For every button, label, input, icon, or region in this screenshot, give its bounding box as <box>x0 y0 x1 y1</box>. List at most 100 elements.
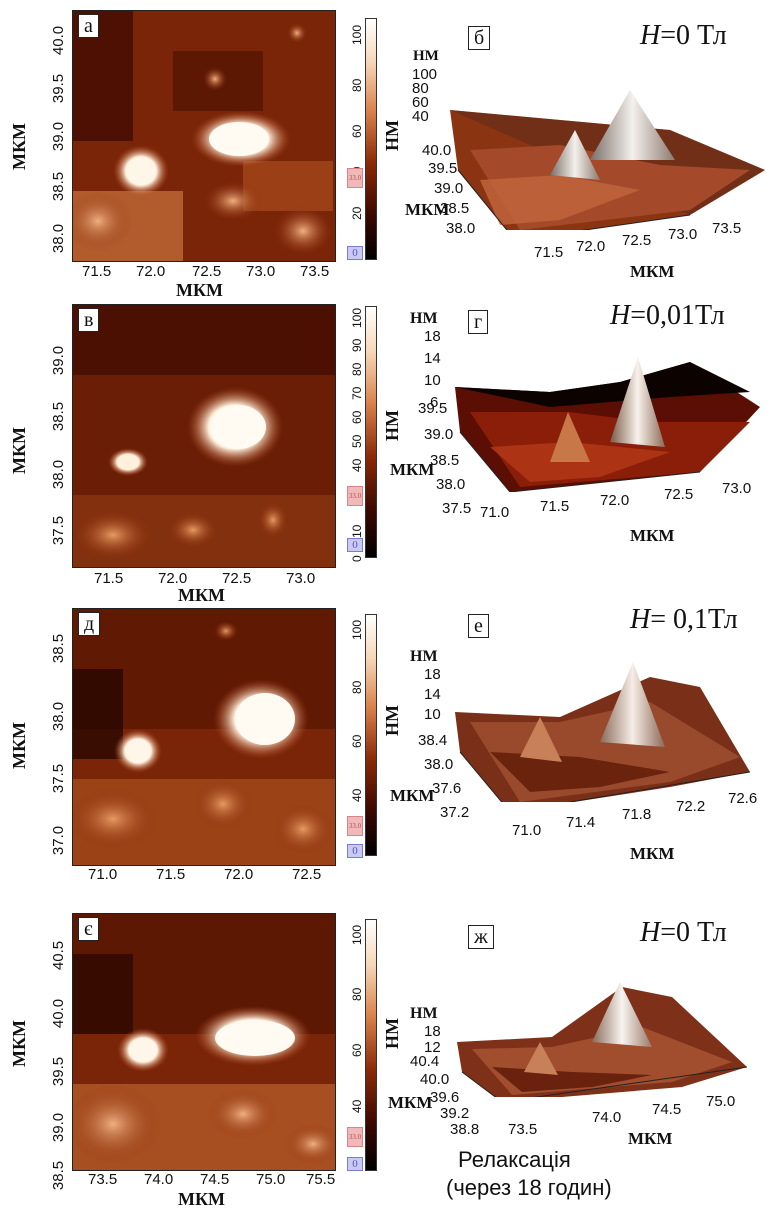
colorbar-ye-marker-upper: 33.0 <box>347 1127 363 1147</box>
colorbar-v-tick: 100 <box>350 308 364 328</box>
surf-zh-ztick: 18 <box>424 1023 441 1040</box>
colorbar-d-label: НМ <box>382 705 403 736</box>
surf-b-zlabel: НМ <box>413 48 439 65</box>
map-v-ytick: 38.0 <box>50 460 67 489</box>
surf-e-xtick: 72.2 <box>676 798 705 815</box>
relaxation-caption-time: (через 18 годин) <box>446 1175 612 1201</box>
map-a-ytick: 38.0 <box>50 224 67 253</box>
surf-zh-xlabel: МКМ <box>628 1129 672 1149</box>
map-d-ytick: 38.0 <box>50 702 67 731</box>
field-label-e: H= 0,1Тл <box>630 604 738 636</box>
surf-e-xtick: 71.0 <box>512 822 541 839</box>
surf-g-ztick: 10 <box>424 372 441 389</box>
colorbar-d <box>365 614 377 856</box>
colorbar-d-tick: 60 <box>350 735 364 748</box>
map-ye-xtick: 75.5 <box>306 1171 335 1188</box>
surf-g-xtick: 72.0 <box>600 492 629 509</box>
surf-zh-ytick: 39.6 <box>430 1089 459 1106</box>
surface-plot-zh <box>452 977 752 1097</box>
colorbar-v-tick: 70 <box>350 387 364 400</box>
panel-letter-b: б <box>468 26 490 50</box>
panel-letter-e: е <box>468 614 489 638</box>
afm-map-ye-image <box>73 914 335 1170</box>
surface-plot-g <box>450 352 767 492</box>
colorbar-a-tick: 100 <box>350 25 364 45</box>
afm-map-v-image <box>73 305 335 567</box>
surf-e-ytick: 37.6 <box>432 780 461 797</box>
surf-zh-ytick: 38.8 <box>450 1121 479 1138</box>
panel-v-g: в 39.0 38.5 38.0 37.5 МКМ 71.5 72.0 72.5… <box>0 300 767 600</box>
colorbar-ye-tick: 40 <box>350 1100 364 1113</box>
surface-plot-e <box>450 662 760 802</box>
colorbar-v-tick: 80 <box>350 363 364 376</box>
colorbar-d-marker-upper: 33.0 <box>347 816 363 836</box>
map-v-ytick: 37.5 <box>50 516 67 545</box>
colorbar-v-tick: 60 <box>350 411 364 424</box>
map-ye-ylabel: МКМ <box>9 1020 30 1067</box>
surf-e-xtick: 71.4 <box>566 814 595 831</box>
relaxation-caption: Релаксація <box>458 1147 571 1173</box>
surf-e-ztick: 18 <box>424 666 441 683</box>
map-ye-xtick: 73.5 <box>88 1171 117 1188</box>
panel-letter-ye: є <box>78 917 99 941</box>
field-label-zh: H=0 Тл <box>640 917 727 949</box>
panel-letter-g: г <box>468 310 488 334</box>
map-a-xtick: 73.5 <box>300 263 329 280</box>
map-d-ytick: 37.5 <box>50 764 67 793</box>
map-d-xtick: 72.0 <box>224 866 253 883</box>
surf-zh-xtick: 75.0 <box>706 1093 735 1110</box>
colorbar-a-tick: 60 <box>350 125 364 138</box>
surf-b-ytick: 39.5 <box>428 160 457 177</box>
surf-b-xtick: 73.0 <box>668 226 697 243</box>
colorbar-ye-tick: 100 <box>350 925 364 945</box>
colorbar-ye-marker-lower: 0 <box>347 1157 363 1171</box>
colorbar-ye-tick: 60 <box>350 1044 364 1057</box>
surf-e-ylabel: МКМ <box>390 786 434 806</box>
map-v-xtick: 71.5 <box>94 570 123 587</box>
map-d-ytick: 38.5 <box>50 634 67 663</box>
map-a-ylabel: МКМ <box>9 123 30 170</box>
field-label-b: H=0 Тл <box>640 20 727 52</box>
panel-letter-a: а <box>78 14 99 38</box>
colorbar-v-tick: 0 <box>350 555 364 562</box>
afm-map-v <box>72 304 336 568</box>
map-a-xtick: 72.5 <box>192 263 221 280</box>
surf-e-xtick: 71.8 <box>622 806 651 823</box>
colorbar-d-tick: 40 <box>350 789 364 802</box>
surf-e-ytick: 38.0 <box>424 756 453 773</box>
surf-b-ylabel: МКМ <box>405 200 449 220</box>
map-v-ylabel: МКМ <box>9 427 30 474</box>
colorbar-ye <box>365 919 377 1171</box>
map-a-xtick: 72.0 <box>136 263 165 280</box>
map-ye-ytick: 40.0 <box>50 999 67 1028</box>
colorbar-d-marker-lower: 0 <box>347 844 363 858</box>
afm-map-a-image <box>73 11 335 261</box>
colorbar-a-tick: 20 <box>350 207 364 220</box>
surf-b-xtick: 72.0 <box>576 238 605 255</box>
surf-zh-xtick: 74.5 <box>652 1101 681 1118</box>
map-a-xtick: 71.5 <box>82 263 111 280</box>
surf-zh-ylabel: МКМ <box>388 1093 432 1113</box>
map-v-xtick: 72.5 <box>222 570 251 587</box>
surf-g-ztick: 18 <box>424 328 441 345</box>
map-ye-xlabel: МКМ <box>178 1189 225 1210</box>
colorbar-a-marker-lower: 0 <box>347 246 363 260</box>
surf-b-ytick: 38.0 <box>446 220 475 237</box>
map-d-ylabel: МКМ <box>9 722 30 769</box>
map-ye-ytick: 39.0 <box>50 1113 67 1142</box>
surf-e-ytick: 38.4 <box>418 732 447 749</box>
surf-g-xtick: 73.0 <box>722 480 751 497</box>
surf-e-xlabel: МКМ <box>630 844 674 864</box>
surf-zh-ytick: 39.2 <box>440 1105 469 1122</box>
surf-zh-xtick: 73.5 <box>508 1121 537 1138</box>
surf-e-ytick: 37.2 <box>440 804 469 821</box>
surf-zh-ytick: 40.0 <box>420 1071 449 1088</box>
surf-b-ytick: 40.0 <box>422 142 451 159</box>
panel-d-e: д 38.5 38.0 37.5 37.0 МКМ 71.0 71.5 72.0… <box>0 600 767 890</box>
panel-letter-zh: ж <box>468 925 494 949</box>
map-a-xlabel: МКМ <box>176 280 223 301</box>
surf-e-xtick: 72.6 <box>728 790 757 807</box>
surf-zh-zlabel: НМ <box>410 1005 438 1023</box>
field-label-g: H=0,01Тл <box>610 300 725 332</box>
surf-b-ztick: 40 <box>412 108 429 125</box>
